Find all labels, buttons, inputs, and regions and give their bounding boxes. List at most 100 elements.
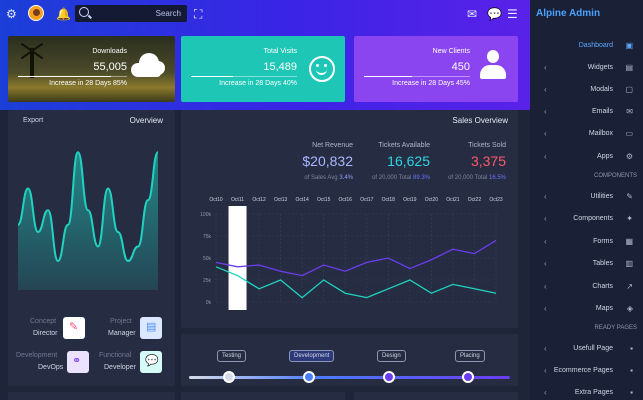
sidebar-item-icon: ◈ [626,304,633,313]
chevron-left-icon: ‹ [544,388,547,397]
stat-tickets-sold: Tickets Sold 3,375 of 20,000 Total 16.5% [448,142,506,181]
book-icon[interactable]: ▤ [140,317,162,339]
chevron-left-icon: ‹ [544,344,547,353]
avatar[interactable] [28,5,44,21]
chevron-left-icon: ‹ [544,152,547,161]
role-sub: DevOps [38,364,64,371]
x-tick-label: Oct17 [360,197,374,203]
y-tick-label: 100k [200,212,211,218]
role-sub: Manager [108,330,136,337]
link-icon[interactable]: ⚭ [67,351,89,373]
sales-overview-panel: Sales Overview Net Revenue $20,832 of Sa… [181,110,518,328]
timeline-panel: Testing Development Design Placing [181,334,518,386]
sidebar-item-apps[interactable]: ‹ Apps ⚙ [530,151,643,163]
sidebar-item-tables[interactable]: ‹ Tables ▥ [530,258,643,270]
chevron-left-icon: ‹ [544,366,547,375]
stat-tickets-available: Tickets Available 16,625 of 20,000 Total… [372,142,430,181]
sidebar-item-widgets[interactable]: ‹ Widgets ▤ [530,62,643,74]
sidebar-item-label: Components [573,215,613,222]
smile-icon [309,56,335,82]
sidebar-item-forms[interactable]: ‹ Forms ▦ [530,236,643,248]
y-tick-label: 50k [203,256,212,262]
sidebar-item-usefull-page[interactable]: ‹ Usefull Page ▪ [530,343,643,355]
downloads-card: Downloads 55,005 Increase in 28 Days 85% [8,36,175,102]
chevron-left-icon: ‹ [544,259,547,268]
fullscreen-icon[interactable]: ⛶ [194,7,203,21]
sidebar-item-extra-pages[interactable]: ‹ Extra Pages ▪ [530,387,643,399]
sidebar-item-ecommerce-pages[interactable]: ‹ Ecommerce Pages ▪ [530,365,643,377]
x-tick-label: Oct14 [295,197,309,203]
timeline-track [189,376,510,379]
chat-icon[interactable]: 💬 [487,7,502,21]
bottom-panel [181,392,345,400]
user-icon [480,50,506,82]
card-progress [364,76,470,77]
chevron-left-icon: ‹ [544,304,547,313]
card-sub: Increase in 28 Days 85% [49,80,127,87]
chevron-left-icon: ‹ [544,129,547,138]
step-dot[interactable] [223,371,235,383]
sidebar-item-mailbox[interactable]: ‹ Mailbox ▭ [530,128,643,140]
sidebar-item-label: Usefull Page [573,345,613,352]
sidebar-item-label: Ecommerce Pages [553,367,613,374]
sidebar [530,0,643,400]
cloud-icon [131,53,165,77]
sidebar-item-maps[interactable]: ‹ Maps ◈ [530,303,643,315]
search-input[interactable]: Search [75,5,187,22]
highlight-band [228,206,247,310]
sidebar-item-dashboard[interactable]: Dashboard ▣ [530,40,643,52]
x-tick-label: Oct21 [446,197,460,203]
step-dot[interactable] [303,371,315,383]
x-tick-label: Oct23 [489,197,503,203]
card-value: 15,489 [263,61,297,73]
sidebar-item-label: Dashboard [578,42,613,49]
sidebar-item-label: Apps [597,153,613,160]
sidebar-item-icon: ▭ [625,129,633,138]
sidebar-section-label: READY PAGES [594,325,637,331]
sidebar-item-icon: ✦ [626,214,633,223]
export-button[interactable]: Export [23,117,44,124]
series-line-teal [215,266,497,299]
step-dot[interactable] [383,371,395,383]
sidebar-item-utilities[interactable]: ‹ Utilities ✎ [530,191,643,203]
sidebar-item-icon: ▤ [625,63,633,72]
search-placeholder: Search [155,9,181,18]
bell-icon[interactable]: 🔔 [56,7,71,21]
sidebar-item-label: Mailbox [588,130,613,137]
sidebar-item-icon: ↗ [626,282,633,291]
role-sub: Developer [104,364,136,371]
gear-icon[interactable]: ⚙ [6,7,17,21]
y-tick-label: 0k [206,300,212,306]
sidebar-item-charts[interactable]: ‹ Charts ↗ [530,281,643,293]
x-tick-label: Oct20 [425,197,439,203]
role-title: Project [110,318,132,325]
x-tick-label: Oct10 [209,197,223,203]
brand-logo[interactable]: Alpine Admin [536,8,601,19]
menu-icon[interactable]: ☰ [507,7,518,21]
stat-label: Tickets Available [378,142,430,149]
bottom-panel [8,392,175,400]
y-tick-label: 25k [203,278,212,284]
step-label: Testing [217,350,247,362]
sidebar-item-icon: ✉ [626,107,633,116]
mail-icon[interactable]: ✉ [467,7,478,21]
chat-icon[interactable]: 💬 [140,351,162,373]
sidebar-item-icon: ✎ [626,192,633,201]
role-title: Functional [99,352,132,359]
stat-value: $20,832 [302,153,353,169]
step-dot[interactable] [462,371,474,383]
x-tick-label: Oct13 [274,197,288,203]
sidebar-item-label: Charts [592,283,613,290]
role-title: Development [16,352,58,359]
sidebar-item-components[interactable]: ‹ Components ✦ [530,213,643,225]
stat-value: 3,375 [470,153,506,169]
sidebar-item-modals[interactable]: ‹ Modals ▢ [530,84,643,96]
sidebar-item-emails[interactable]: ‹ Emails ✉ [530,106,643,118]
pencil-icon[interactable]: ✎ [63,317,85,339]
overview-area-line [17,151,159,263]
sidebar-item-label: Maps [595,305,613,312]
stat-label: Tickets Sold [468,142,506,149]
x-tick-label: Oct22 [468,197,482,203]
sidebar-section-label: COMPONENTS [593,173,637,179]
search-icon [79,7,89,17]
